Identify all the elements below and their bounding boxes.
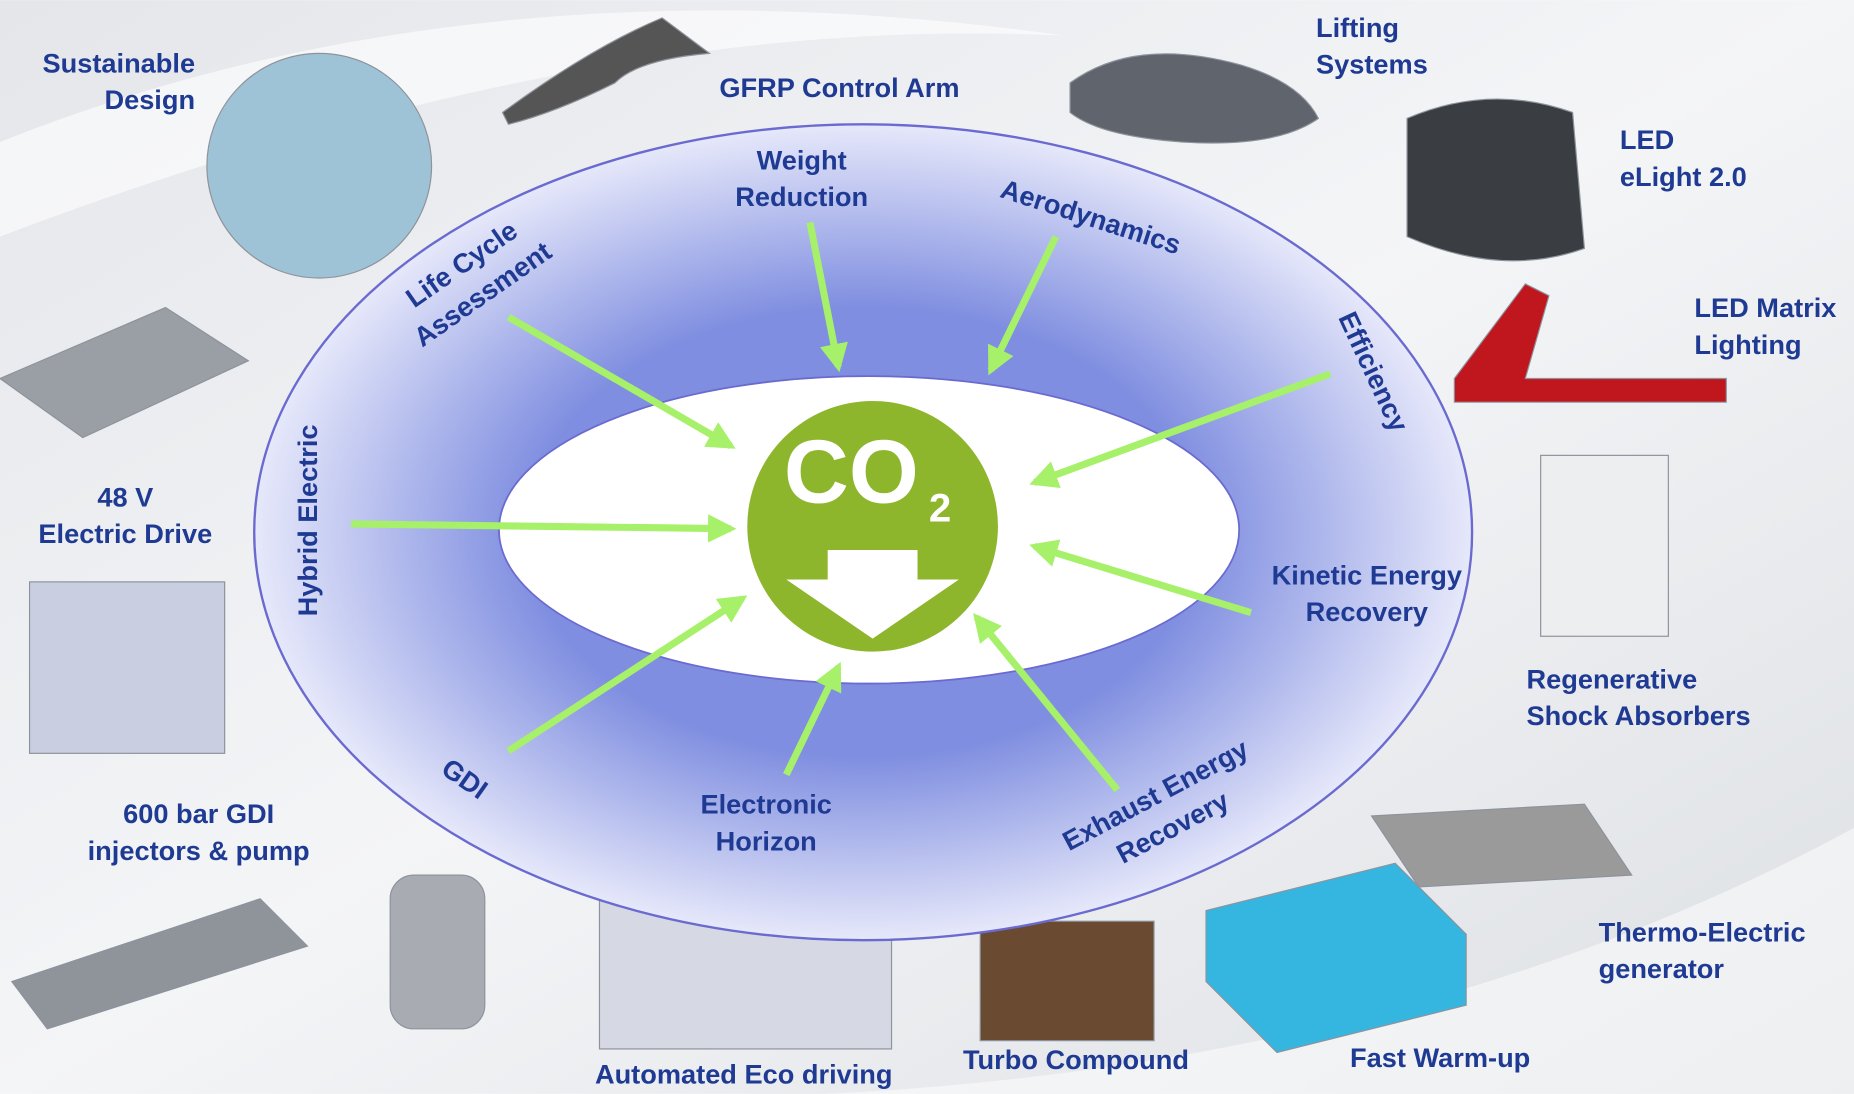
led-elight-image [1406,98,1586,262]
thermo-electric-image [1370,803,1633,888]
caption-line: Regenerative [1526,663,1697,694]
shock-absorber-image [1540,454,1669,637]
arrow [1029,539,1253,617]
caption-line: Sustainable [42,47,195,78]
caption: Lifting Systems [1316,12,1428,80]
arrow [973,612,1121,793]
caption-line: Turbo Compound [963,1044,1189,1075]
caption-line: Systems [1316,49,1428,80]
co2-badge: CO 2 [747,400,998,652]
images [0,17,1727,1054]
caption: 600 bar GDI injectors & pump [88,798,310,866]
arrow [506,313,736,449]
control-arm-image [501,17,712,125]
caption: LED Matrix Lighting [1694,292,1836,360]
arrow [1029,370,1332,489]
caption: Thermo-Electric generator [1599,916,1806,984]
ring-label: Weight Reduction [735,144,868,212]
pump-image [389,874,486,1030]
ring-label: Hybrid Electric [292,424,323,616]
ring-label: Kinetic Energy Recovery [1272,559,1462,627]
caption: Sustainable Design [42,47,195,115]
caption-line: Lighting [1694,329,1801,360]
caption-line: 600 bar GDI [123,798,274,829]
swoosh [827,827,1854,1094]
led-matrix-image [1453,283,1727,403]
caption-line: Automated Eco driving [595,1058,893,1089]
caption-line: Fast Warm-up [1350,1042,1530,1073]
caption-line: Lifting [1316,12,1399,43]
caption-line: 48 V [97,481,153,512]
ring-label-line: Weight [757,144,847,175]
caption-line: Electric Drive [38,518,212,549]
ring-label-line: Recovery [1306,596,1428,627]
ring-label: Electronic Horizon [700,789,831,857]
caption-line: LED [1620,124,1674,155]
caption-line: GFRP Control Arm [719,72,959,103]
electric-drive-image [28,581,226,754]
co2-subscript: 2 [929,486,951,531]
caption-line: generator [1599,953,1725,984]
injector-image [10,898,309,1030]
caption: Automated Eco driving [595,1058,893,1089]
ring-label-line: Kinetic Energy [1272,559,1462,590]
caption: Fast Warm-up [1350,1042,1530,1073]
co2-down-arrow [786,549,959,639]
caption-line: Shock Absorbers [1526,700,1750,731]
caption-line: Thermo-Electric [1599,916,1806,947]
sustainable-design-image [206,52,433,279]
arrow [506,595,748,754]
caption-line: eLight 2.0 [1620,161,1747,192]
caption-line: LED Matrix [1694,292,1836,323]
arrow [806,221,848,373]
ring-label-line: Hybrid Electric [292,424,323,616]
arrow [783,661,842,777]
ring-label-line: Reduction [735,181,868,212]
arrow [351,514,737,543]
car-image [1069,53,1320,144]
inverter-image [0,306,250,439]
caption: Regenerative Shock Absorbers [1526,663,1750,731]
warm-up-image [1205,862,1467,1054]
arrow [987,235,1060,376]
ring-label-line: Electronic [700,789,831,820]
turbo-compound-image [979,920,1155,1042]
caption-line: Design [104,84,195,115]
caption: 48 V Electric Drive [38,481,212,549]
caption: LED eLight 2.0 [1620,124,1747,192]
caption: Turbo Compound [963,1044,1189,1075]
caption: GFRP Control Arm [719,72,959,103]
arrows [351,221,1332,793]
caption-line: injectors & pump [88,835,310,866]
ring-label-line: Horizon [716,825,817,856]
co2-label: CO [784,423,919,523]
